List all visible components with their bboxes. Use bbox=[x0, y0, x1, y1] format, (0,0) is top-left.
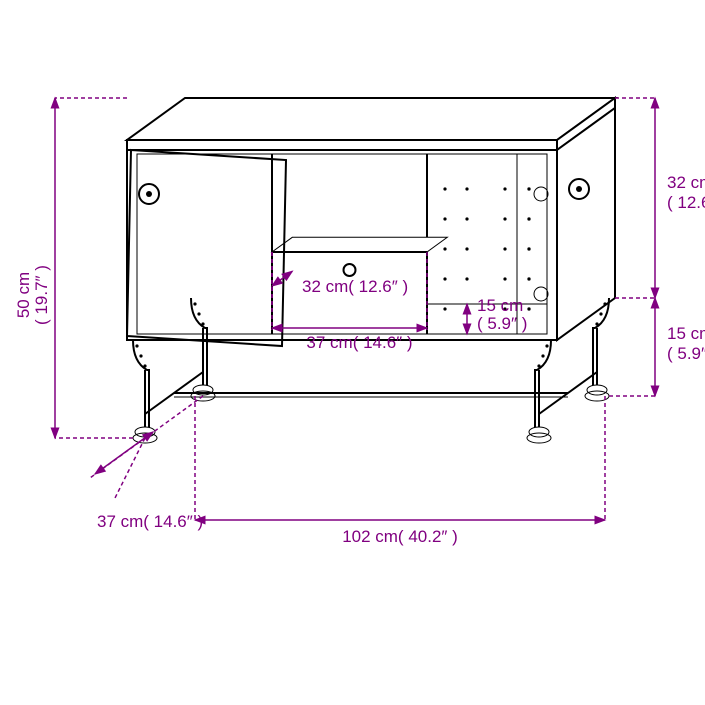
peg-hole-icon bbox=[527, 217, 530, 220]
label-total-height: 50 cm( 19.7″ ) bbox=[14, 265, 51, 325]
peg-hole-icon bbox=[503, 217, 506, 220]
peg-hole-icon bbox=[503, 247, 506, 250]
peg-hole-icon bbox=[503, 187, 506, 190]
foot-icon bbox=[529, 427, 549, 437]
peg-hole-icon bbox=[465, 187, 468, 190]
screw-icon bbox=[603, 302, 606, 305]
label-inner-width: 37 cm( 14.6″ ) bbox=[306, 333, 412, 352]
label-upper-h-b: ( 12.6″ ) bbox=[667, 193, 705, 212]
peg-hole-icon bbox=[503, 277, 506, 280]
label-lower-h-b: ( 5.9″ ) bbox=[477, 314, 527, 333]
label-width: 102 cm( 40.2″ ) bbox=[342, 527, 458, 546]
label-depth: 37 cm( 14.6″ ) bbox=[97, 512, 203, 531]
cabinet-right-side bbox=[557, 108, 615, 340]
screw-icon bbox=[139, 354, 142, 357]
peg-hole-icon bbox=[465, 247, 468, 250]
middle-shelf bbox=[272, 237, 447, 252]
peg-hole-icon bbox=[527, 187, 530, 190]
screw-icon bbox=[537, 364, 540, 367]
peg-hole-icon bbox=[443, 307, 446, 310]
left-glass-door bbox=[127, 150, 286, 346]
screw-icon bbox=[595, 322, 598, 325]
peg-hole-icon bbox=[443, 217, 446, 220]
screw-icon bbox=[599, 312, 602, 315]
ext-depth-front bbox=[115, 438, 145, 498]
screw-icon bbox=[135, 344, 138, 347]
peg-hole-icon bbox=[465, 277, 468, 280]
peg-hole-icon bbox=[527, 277, 530, 280]
screw-icon bbox=[193, 302, 196, 305]
screw-icon bbox=[545, 344, 548, 347]
diagram-layer: 50 cm( 19.7″ ) 37 cm( 14.6″ ) 102 cm( 40.2… bbox=[14, 98, 705, 546]
label-lower-h-a: 15 cm bbox=[477, 296, 523, 315]
peg-hole-icon bbox=[443, 187, 446, 190]
left-door-knob-center bbox=[146, 191, 152, 197]
label-leg-h-a: 15 cm bbox=[667, 324, 705, 343]
screw-icon bbox=[541, 354, 544, 357]
screw-icon bbox=[201, 322, 204, 325]
top-front-edge bbox=[127, 140, 557, 150]
foot-icon bbox=[587, 385, 607, 395]
label-inner-depth: 32 cm( 12.6″ ) bbox=[302, 277, 408, 296]
peg-hole-icon bbox=[527, 307, 530, 310]
peg-hole-icon bbox=[443, 277, 446, 280]
screw-icon bbox=[197, 312, 200, 315]
screw-icon bbox=[143, 364, 146, 367]
leg-bracket bbox=[535, 340, 551, 432]
ext-depth-back bbox=[148, 396, 203, 436]
peg-hole-icon bbox=[527, 247, 530, 250]
peg-hole-icon bbox=[443, 247, 446, 250]
label-upper-h-a: 32 cm bbox=[667, 173, 705, 192]
cabinet-top bbox=[127, 98, 615, 140]
furniture-dimension-diagram: 50 cm( 19.7″ ) 37 cm( 14.6″ ) 102 cm( 40.2… bbox=[0, 0, 705, 705]
label-leg-h-b: ( 5.9″ ) bbox=[667, 344, 705, 363]
right-knob-center bbox=[576, 186, 582, 192]
peg-hole-icon bbox=[465, 217, 468, 220]
leg-bracket bbox=[133, 340, 149, 432]
